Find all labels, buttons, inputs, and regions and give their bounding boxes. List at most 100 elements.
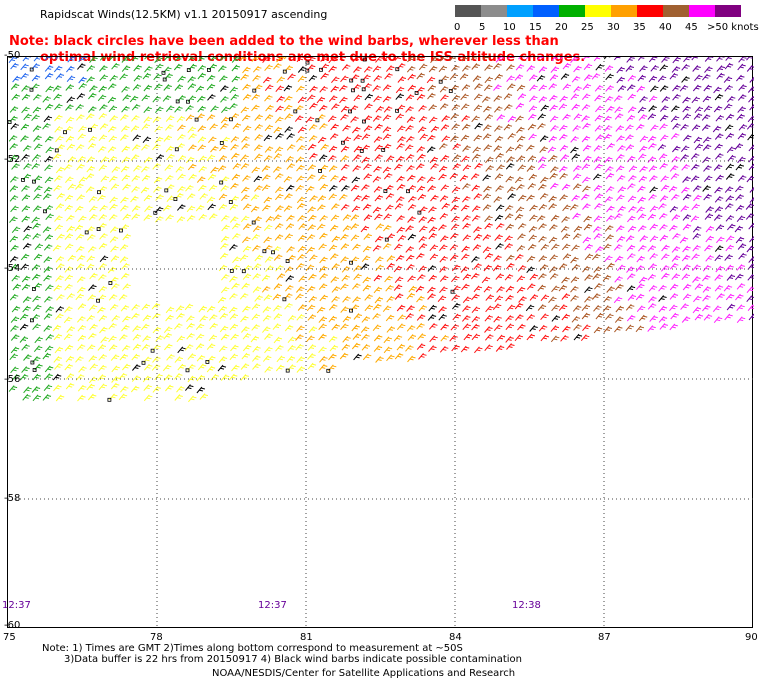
wind-barb: [406, 263, 415, 271]
wind-barb: [593, 173, 602, 181]
wind-barb: [308, 326, 318, 333]
wind-barb: [229, 203, 239, 211]
wind-barb: [109, 115, 118, 122]
wind-barb: [606, 142, 615, 150]
wind-barb: [746, 245, 756, 253]
wind-barb: [229, 292, 238, 300]
wind-barb: [363, 65, 373, 73]
wind-barb: [427, 286, 436, 294]
wind-barb: [264, 124, 274, 132]
wind-barb: [714, 274, 723, 281]
wind-barb: [495, 55, 505, 63]
wind-barb: [31, 83, 40, 91]
quality-flag-marker: [282, 69, 287, 74]
wind-barb: [615, 165, 625, 172]
quality-flag-marker: [32, 368, 37, 372]
wind-barb: [309, 85, 318, 93]
wind-barb: [452, 143, 461, 150]
wind-barb: [130, 125, 140, 132]
wind-barb: [99, 326, 108, 334]
wind-barb: [220, 122, 229, 130]
wind-barb: [307, 314, 317, 321]
footer-note-line-1: Note: 1) Times are GMT 2)Times along bot…: [42, 643, 463, 654]
wind-barb: [275, 344, 284, 352]
wind-barb: [451, 344, 460, 352]
wind-barb: [581, 193, 590, 201]
wind-barb: [185, 156, 195, 164]
wind-barb: [474, 83, 483, 90]
wind-barb: [382, 305, 392, 313]
wind-barb: [176, 335, 186, 343]
wind-barb: [735, 163, 745, 171]
quality-flag-marker: [349, 78, 354, 83]
wind-barb: [207, 173, 217, 181]
wind-barb: [451, 186, 461, 193]
wind-barb: [386, 295, 395, 303]
quality-flag-marker: [43, 209, 47, 214]
wind-barb: [77, 155, 86, 163]
wind-barb: [240, 106, 250, 114]
wind-barb: [427, 134, 436, 142]
wind-barb: [738, 55, 747, 63]
wind-barb: [253, 84, 263, 91]
wind-barb: [141, 94, 150, 102]
wind-barb: [327, 364, 337, 372]
wind-barb: [582, 324, 591, 332]
wind-barb: [558, 263, 568, 270]
wind-barb: [616, 194, 625, 202]
wind-barb: [196, 354, 206, 362]
wind-barb: [155, 106, 164, 114]
wind-barb: [120, 304, 130, 312]
wind-barb: [661, 253, 670, 261]
wind-barb: [353, 313, 363, 320]
wind-barb: [42, 352, 52, 360]
wind-barb: [583, 215, 592, 223]
wind-barb: [396, 215, 405, 222]
wind-barb: [625, 235, 635, 242]
wind-barb: [298, 275, 307, 283]
wind-barb: [396, 226, 405, 234]
wind-barb: [383, 172, 393, 180]
wind-barb: [626, 56, 635, 63]
wind-barb: [637, 153, 647, 161]
quality-flag-marker: [162, 77, 167, 82]
colorbar-swatch: [663, 5, 689, 17]
wind-barb-field: [7, 52, 759, 629]
wind-barb: [723, 76, 733, 83]
wind-barb: [638, 244, 647, 252]
wind-barb: [682, 193, 692, 201]
wind-barb: [692, 244, 701, 252]
wind-barb: [342, 315, 352, 323]
wind-barb: [131, 185, 140, 193]
wind-barb: [438, 65, 448, 73]
wind-barb: [176, 312, 185, 320]
wind-barb: [185, 184, 194, 192]
wind-barb: [55, 305, 65, 313]
wind-barb: [85, 173, 95, 180]
wind-barb: [438, 224, 447, 231]
wind-barb: [175, 305, 185, 312]
wind-barb: [713, 164, 723, 171]
wind-barb: [734, 225, 744, 233]
wind-barb: [462, 214, 471, 222]
wind-barb: [394, 276, 404, 284]
colorbar-tick: 40: [659, 22, 672, 33]
wind-barb: [494, 105, 503, 113]
wind-barb: [316, 96, 326, 104]
wind-barb: [726, 303, 736, 311]
wind-barb: [273, 304, 282, 312]
wind-barb: [142, 136, 152, 144]
wind-barb: [396, 183, 406, 191]
wind-barb: [529, 214, 538, 222]
wind-barb: [53, 184, 62, 192]
wind-barb: [251, 324, 260, 331]
wind-barb: [21, 366, 30, 373]
wind-barb: [340, 155, 349, 162]
wind-barb: [484, 252, 494, 260]
wind-barb: [439, 255, 448, 263]
wind-barb: [405, 153, 415, 161]
quality-flag-marker: [141, 360, 146, 365]
wind-barb: [10, 334, 20, 341]
wind-barb: [340, 113, 349, 121]
wind-barb: [573, 323, 582, 331]
